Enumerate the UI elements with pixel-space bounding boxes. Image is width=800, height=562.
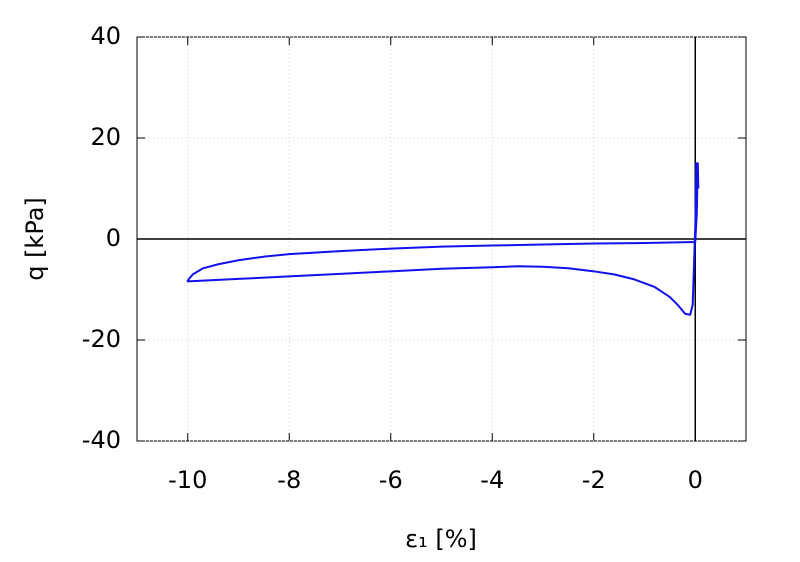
y-axis-label: q [kPa]	[21, 197, 49, 281]
x-tick-label: -6	[379, 466, 403, 494]
x-tick-label: -4	[480, 466, 504, 494]
x-tick-label: 0	[688, 466, 703, 494]
x-tick-label: -8	[277, 466, 301, 494]
x-axis-label: ε₁ [%]	[405, 525, 477, 553]
x-tick-label: -10	[168, 466, 207, 494]
y-tick-label: 0	[106, 224, 121, 252]
y-tick-label: 40	[90, 22, 121, 50]
y-tick-label: 20	[90, 123, 121, 151]
x-tick-label: -2	[582, 466, 606, 494]
y-tick-label: -40	[82, 426, 121, 454]
data-line	[186, 162, 700, 316]
y-tick-label: -20	[82, 325, 121, 353]
